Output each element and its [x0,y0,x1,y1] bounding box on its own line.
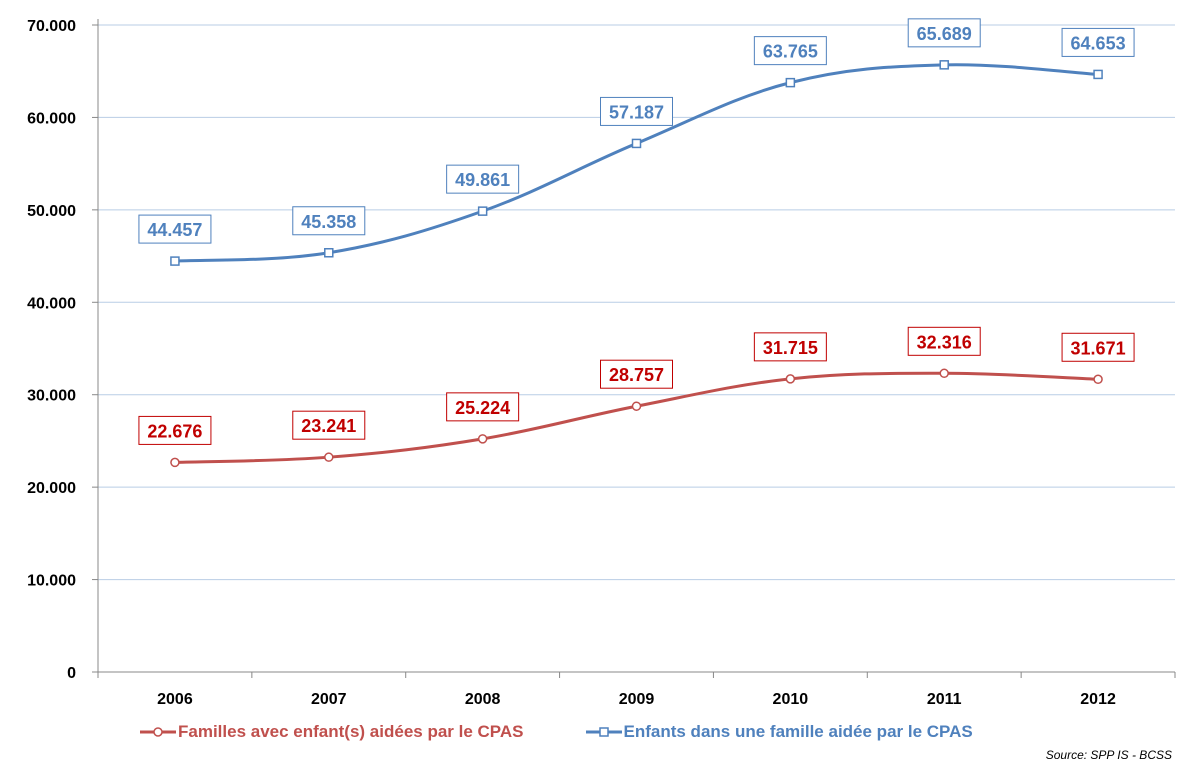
data-label-familles: 22.676 [147,421,202,441]
data-label-box-familles [138,415,212,445]
data-label-familles: 31.671 [1071,338,1126,358]
data-label-box-familles [1061,332,1135,362]
data-point-enfants [477,206,488,216]
data-label-box-enfants [600,96,673,126]
data-point-enfants [631,138,642,149]
data-label-enfants: 49.861 [455,170,510,190]
data-label-box-enfants [753,36,827,66]
data-point-familles [1093,374,1103,385]
data-label-familles: 23.241 [301,416,356,436]
data-label-box-familles [600,359,673,389]
square-marker-icon [585,727,622,737]
x-tick-label: 2007 [311,691,347,708]
data-label-enfants: 45.358 [301,212,356,232]
data-point-familles [631,401,642,411]
data-label-box-enfants [1061,27,1135,57]
source-note: Source: SPP IS - BCSS [1045,748,1172,762]
data-point-enfants [785,77,796,88]
data-point-familles [477,434,488,444]
data-point-enfants [939,60,949,70]
data-point-enfants [1093,69,1103,80]
data-label-box-familles [446,392,520,422]
legend-label-enfants: Enfants dans une famille aidée par le CP… [623,722,973,741]
y-tick-label: 30.000 [27,388,76,405]
data-label-familles: 32.316 [917,332,972,352]
y-tick-label: 0 [67,665,76,682]
data-label-box-familles [753,332,827,362]
data-label-box-familles [907,326,981,356]
data-point-enfants [170,256,180,266]
data-label-familles: 25.224 [455,398,510,418]
data-point-familles [324,452,334,462]
x-tick-label: 2008 [465,691,501,708]
data-point-familles [785,374,796,384]
data-label-box-familles [292,410,366,440]
x-tick-label: 2010 [773,691,809,708]
y-tick-label: 60.000 [27,110,76,127]
data-point-familles [170,457,180,468]
data-label-enfants: 64.653 [1071,33,1126,53]
y-tick-label: 50.000 [27,203,76,220]
y-tick-label: 10.000 [27,573,76,590]
x-tick-label: 2012 [1080,691,1116,708]
data-label-box-enfants [446,164,520,194]
data-label-box-enfants [292,206,366,236]
data-point-enfants [324,248,334,258]
legend: Familles avec enfant(s) aidées par le CP… [140,722,973,742]
data-label-box-enfants [907,18,981,48]
data-label-enfants: 63.765 [763,42,818,62]
y-tick-label: 40.000 [27,295,76,312]
line-chart: 0 10.000 20.000 30.000 40.000 50.000 60.000 70.… [27,18,1176,708]
x-tick-label: 2006 [157,691,193,708]
data-label-box-enfants [138,214,212,244]
data-label-enfants: 65.689 [917,24,972,44]
legend-item-enfants: Enfants dans une famille aidée par le CP… [585,722,973,742]
legend-item-familles: Familles avec enfant(s) aidées par le CP… [140,722,524,742]
data-label-familles: 31.715 [763,338,818,358]
y-tick-label: 70.000 [27,18,76,35]
circle-marker-icon [140,727,176,737]
data-label-familles: 28.757 [609,365,664,385]
x-tick-label: 2009 [619,691,655,708]
data-label-enfants: 44.457 [147,220,202,240]
y-tick-label: 20.000 [27,480,76,497]
legend-label-familles: Familles avec enfant(s) aidées par le CP… [178,722,524,741]
data-point-familles [939,368,949,379]
data-label-enfants: 57.187 [609,102,664,122]
x-tick-label: 2011 [927,691,962,708]
